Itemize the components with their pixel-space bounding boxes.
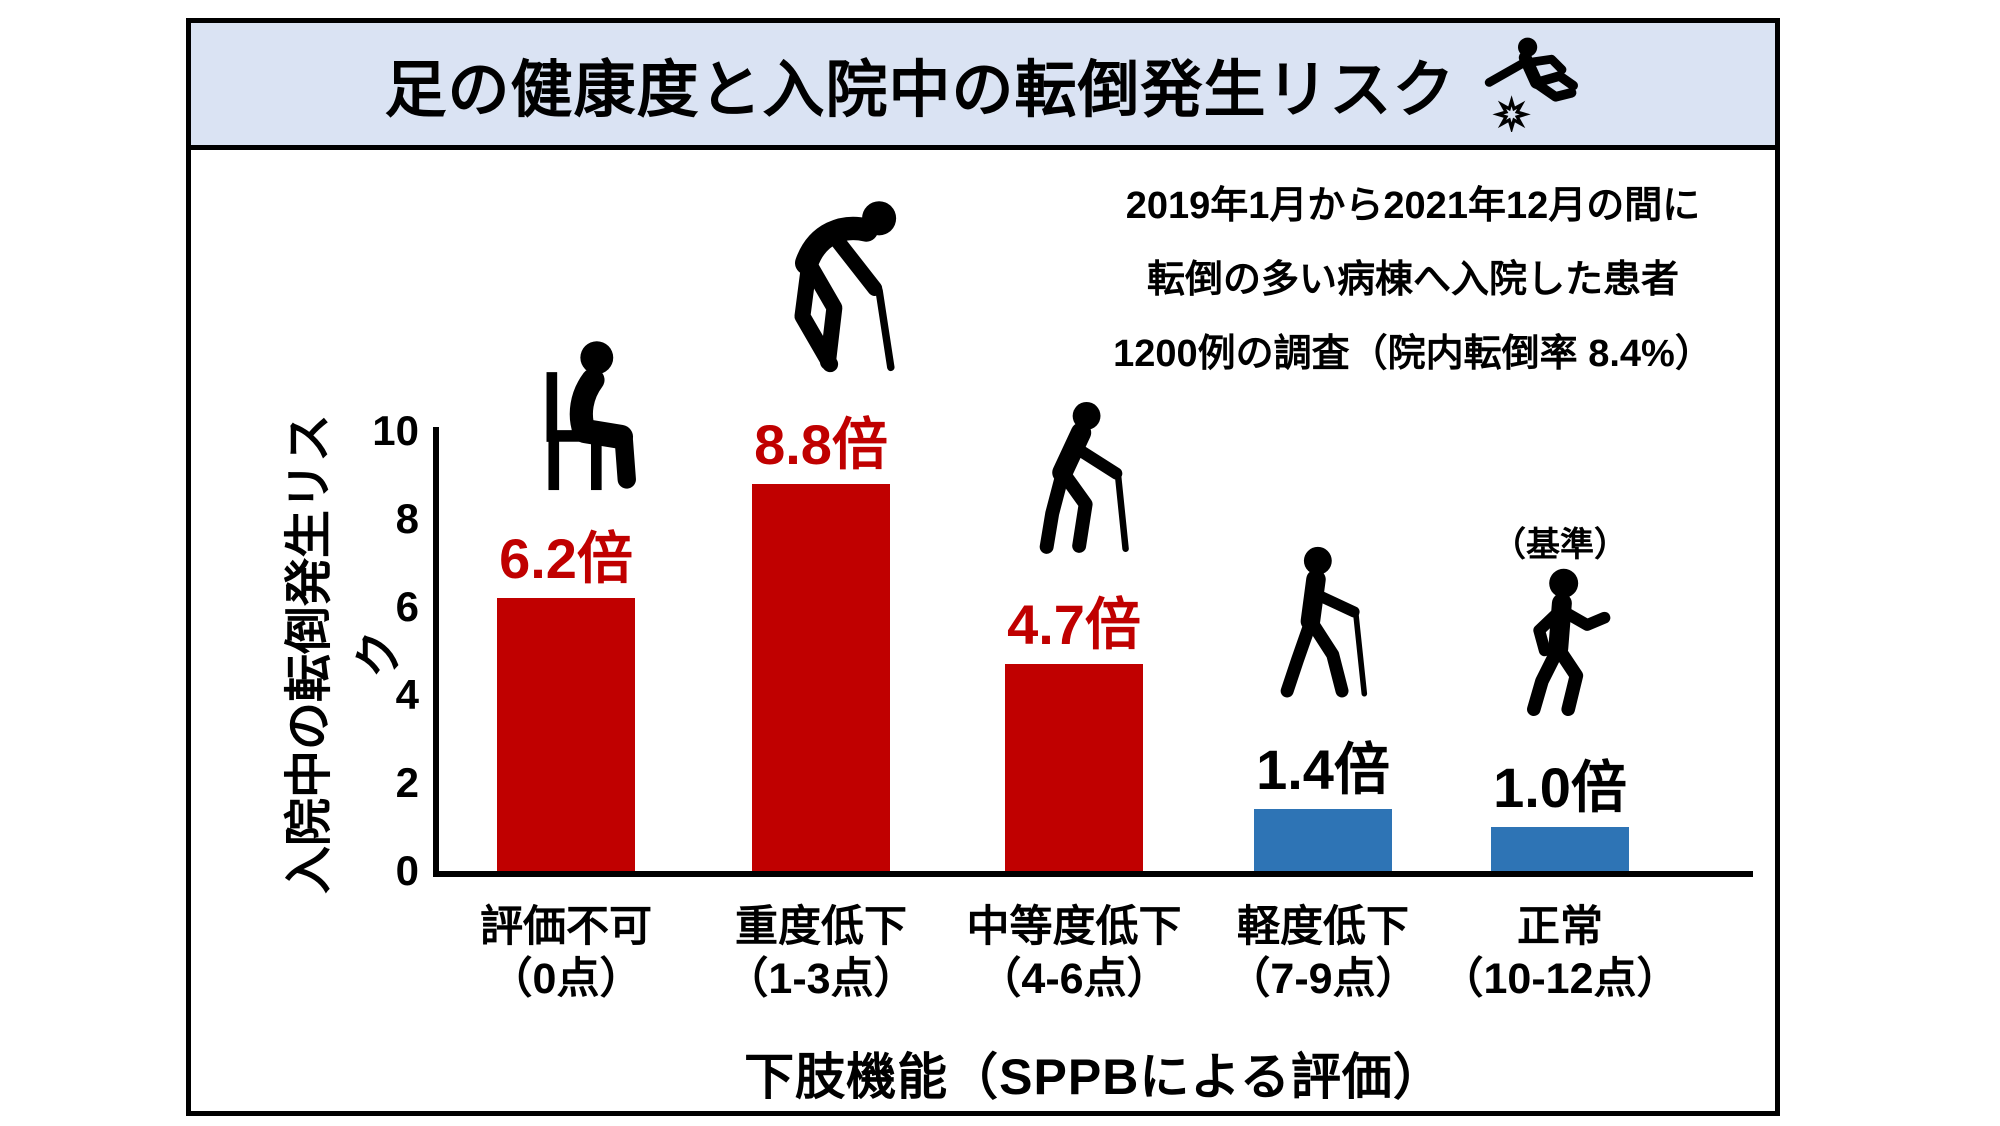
person-bent-with-cane-icon	[794, 201, 897, 372]
falling-person-icon	[1484, 37, 1578, 132]
bar-icon-wrap	[1029, 400, 1159, 563]
category-score-range: （4-6点）	[978, 955, 1170, 1003]
bar-value-label: 1.0倍	[1493, 756, 1627, 819]
title-bar: 足の健康度と入院中の転倒発生リスク	[191, 23, 1775, 150]
category-name: 正常	[1517, 903, 1603, 951]
y-tick-label: 8	[395, 495, 419, 542]
impact-burst-icon	[1491, 95, 1531, 132]
bar-value-label: 8.8倍	[754, 412, 888, 476]
category-score-range: （7-9点）	[1227, 955, 1419, 1003]
bar-icon-wrap	[1275, 545, 1396, 708]
category-name: 軽度低下	[1237, 903, 1409, 951]
bar-value-label: 6.2倍	[499, 527, 633, 591]
x-axis-title: 下肢機能（SPPBによる評価）	[744, 1049, 1444, 1105]
annotation-line-1: 2019年1月から2021年12月の間に	[1125, 185, 1701, 227]
reference-note: （基準）	[1492, 526, 1628, 564]
bar-評価不可	[497, 598, 635, 871]
page-title: 足の健康度と入院中の転倒発生リスク	[384, 56, 1456, 125]
bar-icon-wrap	[781, 197, 941, 383]
bar-value-label: 1.4倍	[1256, 738, 1390, 802]
bar-軽度低下	[1254, 809, 1392, 871]
y-tick-label: 2	[395, 759, 419, 806]
x-category-label: 中等度低下 （4-6点）	[924, 901, 1224, 1005]
bar-icon-wrap	[533, 337, 649, 497]
study-annotation: 2019年1月から2021年12月の間に 転倒の多い病棟へ入院した患者 1200…	[1063, 169, 1763, 391]
person-walking-icon	[1526, 568, 1610, 717]
category-name: 重度低下	[735, 903, 907, 951]
y-axis-title: 入院中の転倒発生リスク	[283, 414, 406, 895]
bar-中等度低下	[1005, 664, 1143, 871]
category-score-range: （0点）	[489, 955, 643, 1003]
x-axis-line	[433, 871, 1753, 877]
y-tick-label: 10	[372, 407, 419, 454]
annotation-line-2: 転倒の多い病棟へ入院した患者	[1146, 259, 1679, 301]
y-axis-line	[433, 427, 439, 877]
y-tick-label: 0	[395, 847, 419, 894]
category-score-range: （10-12点）	[1440, 955, 1680, 1003]
bar-icon-wrap	[1511, 567, 1620, 726]
x-category-label: 評価不可 （0点）	[416, 901, 716, 1005]
y-tick-label: 4	[395, 671, 419, 718]
person-stooped-with-cane-icon	[1039, 402, 1129, 555]
x-category-label: 正常 （10-12点）	[1410, 901, 1710, 1005]
person-sitting-chair-icon	[546, 341, 636, 491]
category-score-range: （1-3点）	[725, 955, 917, 1003]
bar-正常	[1491, 827, 1629, 871]
annotation-line-3: 1200例の調査（院内転倒率 8.4%）	[1113, 333, 1713, 375]
category-name: 評価不可	[480, 903, 652, 951]
category-name: 中等度低下	[966, 903, 1182, 951]
x-category-label: 重度低下 （1-3点）	[671, 901, 971, 1005]
infographic-frame: 足の健康度と入院中の転倒発生リスク 2019年1月から2021年12月の間に 転…	[186, 18, 1780, 1116]
bar-重度低下	[752, 483, 890, 871]
bar-value-label: 4.7倍	[1007, 593, 1141, 657]
x-category-label: 軽度低下 （7-9点）	[1173, 901, 1473, 1005]
person-with-walking-stick-icon	[1280, 547, 1367, 698]
y-tick-label: 6	[395, 583, 419, 630]
